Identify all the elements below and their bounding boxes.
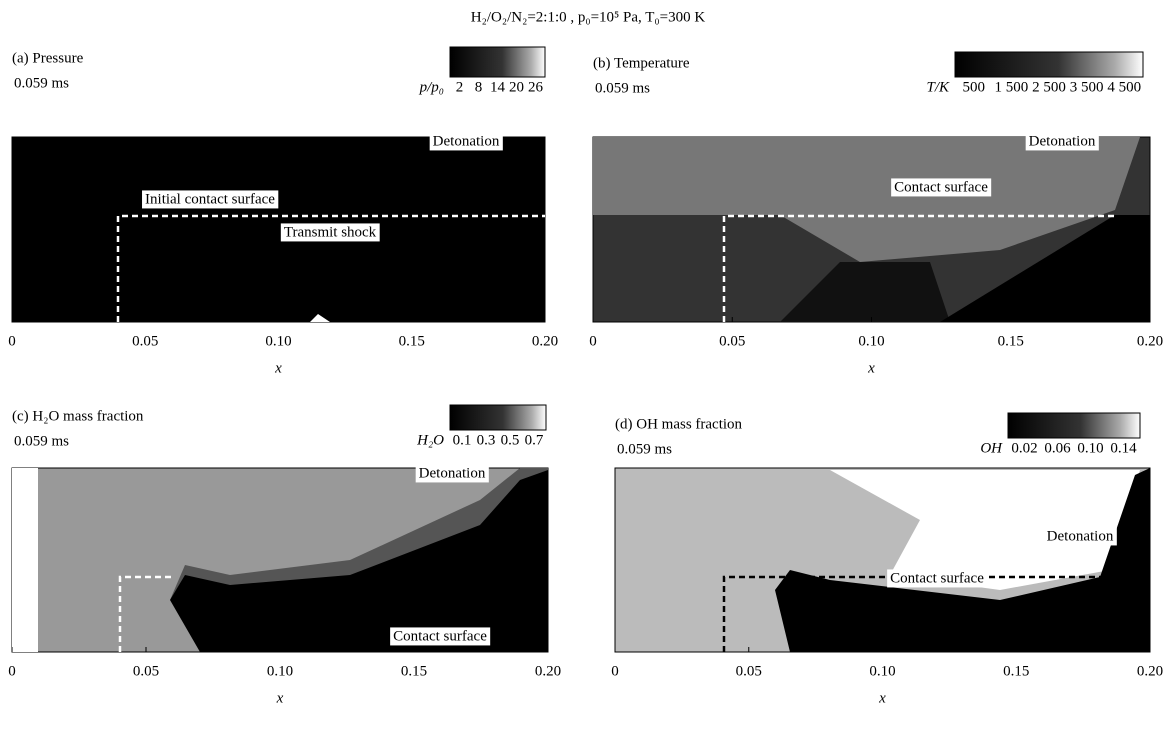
annotation: Contact surface xyxy=(890,570,984,586)
panel-label: (a) Pressure xyxy=(12,50,84,66)
colorbar-tick: 8 xyxy=(475,79,483,95)
x-tick-label: 0.15 xyxy=(399,333,425,349)
field-region xyxy=(12,468,38,652)
colorbar-tick: 0.5 xyxy=(501,432,520,448)
annotation: Initial contact surface xyxy=(145,191,275,207)
x-tick-label: 0.10 xyxy=(869,663,895,679)
colorbar-tick: 0.06 xyxy=(1044,440,1071,456)
colorbar-tick: 0.1 xyxy=(453,432,472,448)
figure: H₂/O₂/N₂=2:1:0 , p₀=10⁵ Pa, T₀=300 K (a)… xyxy=(0,0,1175,741)
colorbar-tick: 26 xyxy=(528,79,544,95)
x-tick-label: 0 xyxy=(8,333,16,349)
x-tick-label: 0.20 xyxy=(532,333,558,349)
annotation: Detonation xyxy=(1029,133,1096,149)
colorbar-label: OH xyxy=(980,440,1003,456)
colorbar-tick: 0.7 xyxy=(525,432,544,448)
x-axis-label: x xyxy=(878,690,886,706)
x-tick-label: 0.10 xyxy=(267,663,293,679)
colorbar-tick: 2 xyxy=(456,79,464,95)
panel-label: (c) H₂O mass fraction xyxy=(12,408,144,424)
x-tick-label: 0.05 xyxy=(132,333,158,349)
colorbar-tick: 3 500 xyxy=(1070,79,1104,95)
colorbar-label: H₂O xyxy=(416,432,444,448)
x-tick-label: 0.15 xyxy=(401,663,427,679)
colorbar-tick: 14 xyxy=(490,79,506,95)
x-tick-label: 0.05 xyxy=(736,663,762,679)
x-tick-label: 0.20 xyxy=(1137,663,1163,679)
colorbar-tick: 0.10 xyxy=(1077,440,1103,456)
colorbar-label: p/p₀ xyxy=(419,79,444,95)
colorbar-label: T/K xyxy=(926,79,950,95)
colorbar xyxy=(955,52,1143,77)
x-tick-label: 0.05 xyxy=(133,663,159,679)
colorbar-tick: 0.14 xyxy=(1110,440,1137,456)
annotation: Detonation xyxy=(419,465,486,481)
x-axis-label: x xyxy=(276,690,284,706)
annotation: Transmit shock xyxy=(284,224,377,240)
x-tick-label: 0.20 xyxy=(1137,333,1163,349)
colorbar-tick: 4 500 xyxy=(1107,79,1141,95)
colorbar-tick: 1 500 xyxy=(995,79,1029,95)
colorbar xyxy=(450,47,545,77)
x-tick-label: 0.10 xyxy=(858,333,884,349)
colorbar-tick: 500 xyxy=(963,79,986,95)
figure-title: H₂/O₂/N₂=2:1:0 , p₀=10⁵ Pa, T₀=300 K xyxy=(471,9,706,25)
x-tick-label: 0.20 xyxy=(535,663,561,679)
plot-area xyxy=(12,137,545,322)
colorbar xyxy=(450,405,546,430)
annotation: Contact surface xyxy=(894,179,988,195)
annotation: Detonation xyxy=(1047,528,1114,544)
x-tick-label: 0.15 xyxy=(998,333,1024,349)
x-tick-label: 0.05 xyxy=(719,333,745,349)
colorbar-tick: 0.3 xyxy=(477,432,496,448)
x-tick-label: 0 xyxy=(8,663,16,679)
annotation: Detonation xyxy=(433,133,500,149)
x-axis-label: x xyxy=(867,360,875,376)
x-tick-label: 0 xyxy=(589,333,597,349)
x-tick-label: 0.15 xyxy=(1003,663,1029,679)
time-label: 0.059 ms xyxy=(595,80,650,96)
panel-label: (d) OH mass fraction xyxy=(615,416,743,432)
time-label: 0.059 ms xyxy=(14,75,69,91)
panel-label: (b) Temperature xyxy=(593,55,690,71)
colorbar-tick: 20 xyxy=(509,79,524,95)
time-label: 0.059 ms xyxy=(617,441,672,457)
x-tick-label: 0 xyxy=(611,663,619,679)
colorbar-tick: 0.02 xyxy=(1011,440,1037,456)
x-tick-label: 0.10 xyxy=(265,333,291,349)
colorbar xyxy=(1008,413,1140,438)
time-label: 0.059 ms xyxy=(14,433,69,449)
annotation: Contact surface xyxy=(393,628,487,644)
colorbar-tick: 2 500 xyxy=(1032,79,1066,95)
x-axis-label: x xyxy=(274,360,282,376)
